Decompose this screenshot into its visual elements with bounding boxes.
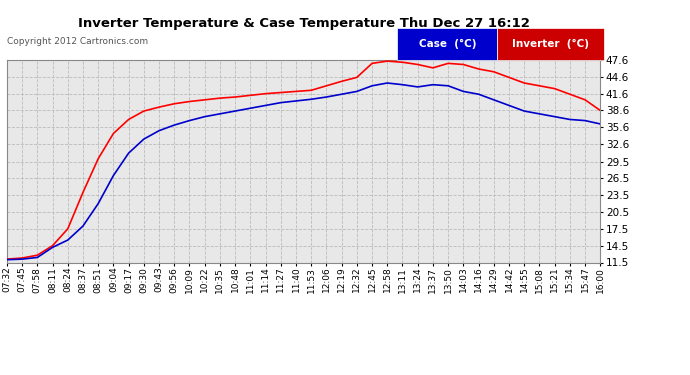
Text: Inverter Temperature & Case Temperature Thu Dec 27 16:12: Inverter Temperature & Case Temperature … bbox=[78, 17, 529, 30]
Text: Copyright 2012 Cartronics.com: Copyright 2012 Cartronics.com bbox=[7, 38, 148, 46]
Text: Inverter  (°C): Inverter (°C) bbox=[513, 39, 589, 49]
Text: Case  (°C): Case (°C) bbox=[419, 39, 476, 49]
